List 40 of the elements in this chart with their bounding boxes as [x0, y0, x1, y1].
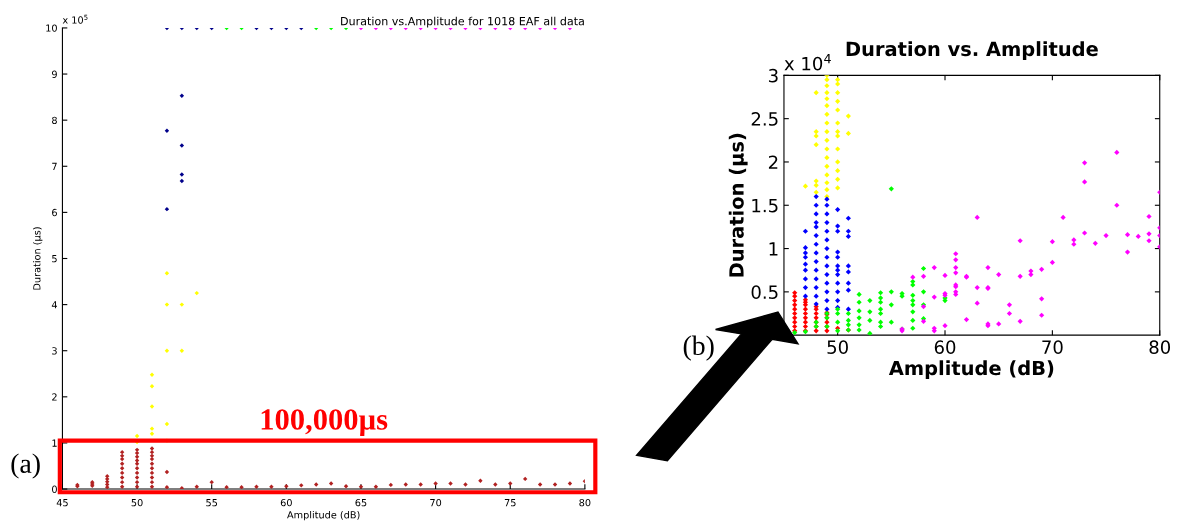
- x-tick-label: 70: [1042, 340, 1063, 355]
- x-tick-label: 65: [355, 498, 367, 507]
- y-tick-label: 2.5: [751, 112, 778, 126]
- y-tick-label: 0.5: [751, 285, 778, 299]
- x-tick-label: 60: [280, 498, 292, 507]
- text: (b): [683, 335, 714, 361]
- y-tick-label: 6: [52, 208, 57, 217]
- x-tick-label: 55: [206, 499, 218, 507]
- y-tick-label: 4: [51, 301, 58, 309]
- text: x 10$^{5}$: [62, 14, 88, 24]
- y-tick-label: 1: [769, 242, 778, 256]
- x-tick-label: 50: [131, 498, 143, 507]
- y-tick-label: 1: [52, 439, 57, 447]
- y-tick-label: 5: [52, 255, 57, 263]
- y-tick-label: 8: [52, 116, 57, 124]
- x-tick-label: 80: [579, 498, 591, 507]
- y-tick-label: 0: [52, 485, 57, 493]
- text: x 10$^{4}$: [784, 54, 831, 71]
- annotation: 100,000µs: [261, 409, 388, 437]
- x-tick-label: 50: [827, 340, 848, 355]
- y-tick-label: 3: [768, 68, 778, 83]
- x-tick-label: 60: [934, 340, 956, 355]
- y-tick-label: 10: [46, 24, 57, 32]
- chart-title: Duration vs. Amplitude: [846, 41, 1098, 60]
- x-tick-label: 75: [504, 499, 516, 507]
- x-tick-label: 45: [56, 499, 68, 507]
- y-tick-label: 3: [52, 347, 57, 355]
- y-axis-title: Duration (µs): [728, 133, 748, 277]
- y-tick-label: 7: [52, 162, 57, 170]
- x-axis-title: Amplitude (dB): [888, 360, 1054, 380]
- y-tick-label: 1.5: [752, 198, 778, 213]
- y-tick-label: 2: [52, 393, 57, 401]
- x-tick-label: 80: [1149, 340, 1171, 355]
- y-axis-title: Duration (µs): [33, 227, 43, 290]
- x-tick-label: 70: [430, 498, 442, 507]
- y-tick-label: 2: [768, 155, 778, 169]
- y-tick-label: 9: [52, 70, 57, 78]
- chart-title: Duration vs.Amplitude for 1018 EAF all data: [341, 16, 584, 28]
- text: (a): [11, 453, 40, 479]
- x-axis-title: Amplitude (dB): [287, 510, 360, 521]
